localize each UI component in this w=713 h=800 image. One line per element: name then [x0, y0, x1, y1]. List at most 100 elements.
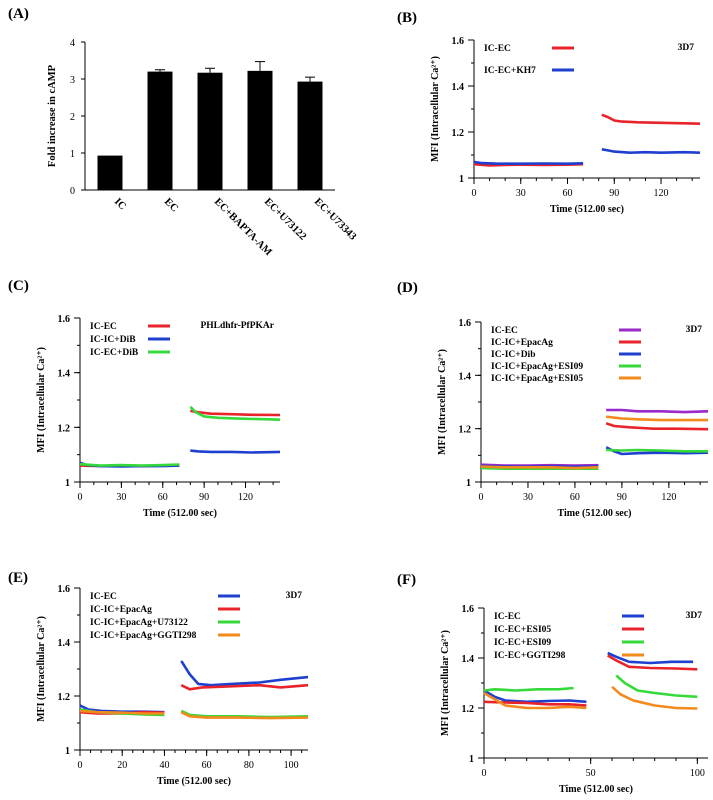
panel-label: (D) — [397, 280, 418, 296]
x-tick-label: 60 — [202, 760, 212, 771]
strain-annotation: 3D7 — [686, 611, 703, 621]
series-line — [480, 465, 599, 470]
series-line — [605, 422, 709, 431]
y-tick-label: 1.2 — [58, 692, 71, 703]
series-line — [180, 683, 309, 691]
legend-label: IC-EC — [90, 592, 117, 602]
y-tick-label: 1.6 — [452, 36, 465, 47]
panel-e: (E) 0 20 40 60 80 100 1 1.2 1.4 1.6 IC-EC IC-IC+Epac… — [8, 570, 309, 787]
bar — [97, 155, 123, 190]
panel-label: (E) — [8, 570, 28, 586]
x-tick-label: 30 — [523, 492, 533, 503]
series-line — [473, 160, 584, 165]
category-label: IC — [112, 196, 128, 212]
panel-label: (F) — [397, 572, 416, 588]
x-axis-label: Time (512.00 sec) — [550, 204, 624, 215]
y-tick-label: 1.2 — [462, 704, 475, 715]
legend-label: IC-EC — [90, 322, 117, 332]
x-tick-label: 40 — [159, 760, 169, 771]
x-tick-label: 0 — [479, 492, 484, 503]
bar — [147, 71, 173, 190]
x-tick-label: 90 — [199, 492, 209, 503]
y-tick-label: 1.6 — [58, 314, 71, 325]
series-line — [606, 415, 708, 422]
panel-d: (D) 0 30 60 90 120 1 1.2 1.4 1.6 IC-EC IC-IC+EpacAg… — [397, 280, 709, 519]
legend-label: IC-IC+DiB — [90, 335, 136, 345]
bar — [247, 70, 273, 190]
series-line — [483, 689, 587, 704]
y-tick-label: 1.2 — [459, 425, 472, 436]
y-tick-label: 1.2 — [452, 128, 465, 139]
x-tick-label: 30 — [116, 492, 126, 503]
legend-label: IC-IC+EpacAg+ESI05 — [491, 374, 583, 384]
x-tick-label: 60 — [563, 188, 573, 199]
y-axis-label: MFI (Intracellular Ca²⁺) — [430, 56, 441, 162]
series-line — [180, 711, 309, 720]
y-tick-label: 1 — [459, 174, 464, 185]
strain-annotation: PHLdhfr-PfPKAr — [200, 321, 274, 331]
series-line — [607, 654, 698, 671]
series-line — [190, 449, 281, 454]
x-tick-label: 80 — [244, 760, 254, 771]
legend-label: IC-EC+KH7 — [484, 66, 536, 76]
x-tick-label: 30 — [516, 188, 526, 199]
x-axis-label: Time (512.00 sec) — [559, 784, 633, 795]
y-tick-label: 1.4 — [462, 654, 475, 665]
x-tick-label: 0 — [472, 188, 477, 199]
y-tick-label: 3 — [70, 75, 75, 86]
legend-label: IC-EC — [494, 612, 521, 622]
legend-label: IC-IC+EpacAg — [491, 338, 553, 348]
y-tick-label: 1.6 — [459, 318, 472, 329]
y-axis-label: MFI (Intracellular Ca²⁺) — [36, 616, 47, 722]
series-line — [606, 448, 708, 453]
x-tick-label: 0 — [78, 760, 83, 771]
legend-label: IC-EC — [491, 326, 518, 336]
series-line — [615, 674, 698, 699]
legend-label: IC-IC+EpacAg+ESI09 — [491, 362, 583, 372]
y-tick-label: 1.6 — [462, 604, 475, 615]
x-tick-label: 60 — [158, 492, 168, 503]
x-tick-label: 90 — [617, 492, 627, 503]
legend-label: IC-IC+EpacAg+U73122 — [90, 618, 188, 628]
category-label: EC+U73343 — [312, 196, 358, 242]
series-line — [606, 408, 709, 414]
series-line — [601, 148, 701, 154]
x-tick-label: 20 — [117, 760, 127, 771]
y-tick-label: 2 — [70, 112, 75, 123]
x-tick-label: 100 — [284, 760, 299, 771]
x-tick-label: 0 — [78, 492, 83, 503]
series-line — [611, 685, 698, 710]
series-line — [79, 709, 165, 715]
series-line — [483, 686, 574, 692]
x-axis-label: Time (512.00 sec) — [143, 508, 217, 519]
legend-label: IC-EC — [484, 44, 511, 54]
strain-annotation: 3D7 — [686, 325, 703, 335]
series-line — [483, 691, 587, 710]
x-tick-label: 60 — [570, 492, 580, 503]
x-tick-label: 120 — [654, 188, 669, 199]
legend-label: IC-EC+ESI05 — [494, 625, 551, 635]
x-tick-label: 100 — [690, 768, 705, 779]
legend-label: IC-IC+EpacAg — [90, 605, 152, 615]
y-tick-label: 0 — [70, 186, 75, 197]
category-label: EC — [162, 196, 180, 214]
series-line — [180, 660, 309, 687]
y-tick-label: 1.4 — [58, 638, 71, 649]
y-tick-label: 1 — [65, 478, 70, 489]
panel-f: (F) 0 50 100 1 1.2 1.4 1.6 IC-EC IC-EC+ESI05 IC-EC… — [397, 572, 708, 795]
y-tick-label: 1 — [70, 149, 75, 160]
legend-label: IC-EC+GGTI298 — [494, 651, 566, 661]
y-tick-label: 1.6 — [58, 584, 71, 595]
legend-label: IC-EC+ESI09 — [494, 638, 551, 648]
x-axis-label: Time (512.00 sec) — [558, 508, 632, 519]
bar — [197, 72, 223, 190]
x-tick-label: 120 — [661, 492, 676, 503]
y-tick-label: 4 — [70, 38, 75, 49]
series-line — [607, 651, 694, 665]
x-tick-label: 120 — [238, 492, 253, 503]
x-tick-label: 90 — [609, 188, 619, 199]
legend-label: IC-EC+DiB — [90, 348, 139, 358]
panel-b: (B) 0 30 60 90 120 1 1.2 1.4 1.6 IC-EC IC-EC+KH7 3D7… — [397, 10, 701, 215]
